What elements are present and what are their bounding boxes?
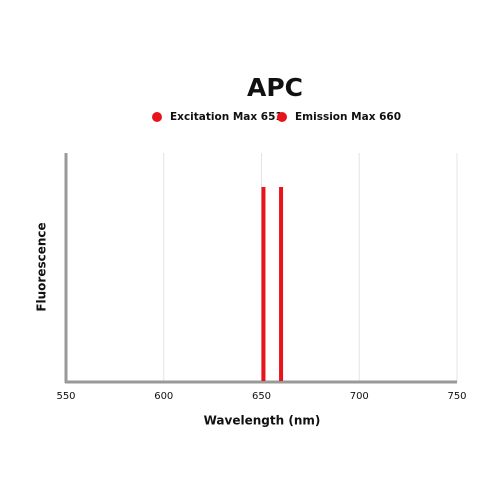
legend-marker — [277, 112, 287, 122]
x-tick-label: 600 — [154, 391, 173, 402]
x-tick-label: 550 — [56, 391, 75, 402]
y-axis-label: Fluorescence — [35, 222, 49, 311]
legend-marker — [152, 112, 162, 122]
legend-label: Excitation Max 651 — [170, 111, 283, 123]
x-tick-label: 750 — [447, 391, 466, 402]
x-tick-label: 700 — [350, 391, 369, 402]
x-tick-label: 650 — [252, 391, 271, 402]
legend-label: Emission Max 660 — [295, 111, 401, 123]
x-axis-label: Wavelength (nm) — [204, 414, 321, 428]
chart-title: APC — [247, 73, 303, 102]
